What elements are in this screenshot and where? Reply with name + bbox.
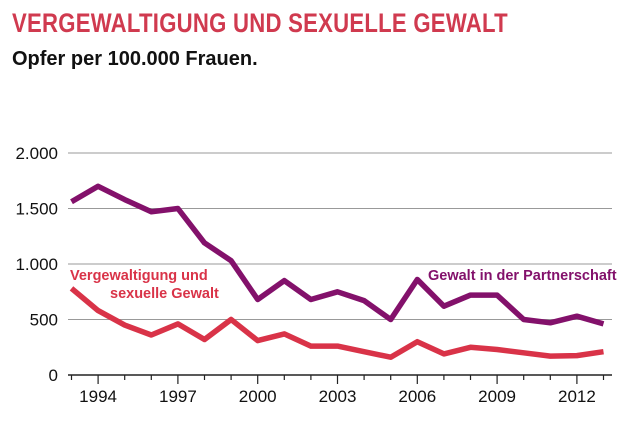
y-tick-label-1000: 1.000: [15, 255, 58, 274]
x-axis: 1994 1997 2000 2003 2006 2009 2012: [68, 374, 612, 406]
series-label-sexuelle-gewalt-line-1: Vergewaltigung und: [70, 268, 208, 284]
x-tick-label-2009: 2009: [478, 387, 516, 406]
chart-title: VERGEWALTIGUNG UND SEXUELLE GEWALT: [12, 8, 508, 38]
x-tick-label-2012: 2012: [558, 387, 596, 406]
y-tick-label-500: 500: [30, 311, 58, 330]
series-label-sexuelle-gewalt-line-2: sexuelle Gewalt: [110, 286, 219, 302]
chart-subtitle: Opfer per 100.000 Frauen.: [12, 48, 258, 70]
x-tick-label-2006: 2006: [398, 387, 436, 406]
x-tick-label-2003: 2003: [319, 387, 357, 406]
y-tick-label-1500: 1.500: [15, 200, 58, 219]
series-label-partnerschaft: Gewalt in der Partnerschaft: [428, 268, 617, 284]
y-tick-label-0: 0: [49, 366, 58, 385]
series-line-partnerschaft: [70, 183, 605, 327]
series: [69, 183, 605, 360]
series-labels: Gewalt in der Partnerschaft Vergewaltigu…: [70, 268, 617, 302]
y-tick-label-2000: 2.000: [15, 144, 58, 163]
x-tick-label-1997: 1997: [159, 387, 197, 406]
x-tick-label-2000: 2000: [239, 387, 277, 406]
y-axis: 0 500 1.000 1.500 2.000: [15, 144, 58, 385]
x-tick-label-1994: 1994: [79, 387, 117, 406]
series-line-sexuelle-gewalt: [69, 286, 604, 360]
